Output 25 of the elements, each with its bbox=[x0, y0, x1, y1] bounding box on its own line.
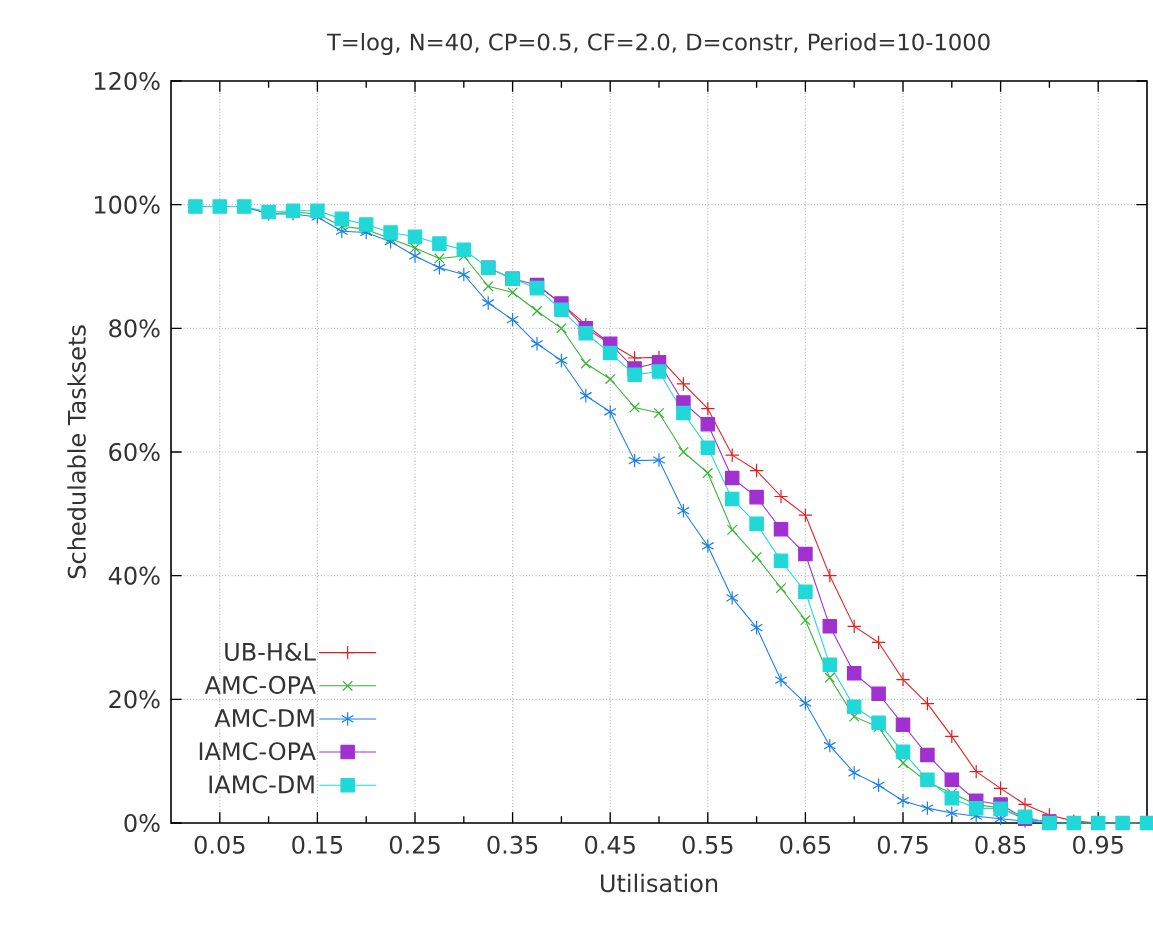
y-tick-label: 100% bbox=[94, 195, 160, 214]
y-tick-label: 20% bbox=[109, 690, 160, 709]
x-tick-label: 0.65 bbox=[780, 835, 831, 854]
x-tick-label: 0.05 bbox=[194, 835, 245, 854]
y-tick-label: 60% bbox=[109, 442, 160, 462]
x-tick-label: 0.95 bbox=[1073, 835, 1123, 854]
x-axis-title: Utilisation bbox=[601, 873, 718, 893]
x-tick-label: 0.55 bbox=[682, 835, 733, 854]
legend-label: AMC-OPA bbox=[204, 675, 316, 695]
legend-label: IAMC-DM bbox=[209, 775, 314, 794]
x-tick-label: 0.35 bbox=[487, 835, 538, 854]
y-tick-label: 80% bbox=[109, 319, 160, 338]
x-tick-label: 0.25 bbox=[389, 835, 440, 854]
y-tick-label: 120% bbox=[94, 71, 160, 91]
x-tick-label: 0.75 bbox=[877, 835, 928, 854]
chart-title: T=log, N=40, CP=0.5, CF=2.0, D=constr, Period=10-1000 bbox=[326, 33, 990, 55]
x-tick-label: 0.85 bbox=[975, 835, 1026, 854]
x-tick-label: 0.15 bbox=[292, 835, 343, 854]
y-tick-label: 0% bbox=[124, 813, 160, 833]
legend-label: AMC-DM bbox=[214, 709, 314, 728]
legend-label: IAMC-OPA bbox=[199, 742, 316, 761]
y-axis-title: Schedulable Tasksets bbox=[67, 325, 86, 579]
legend-label: UB-H&L bbox=[225, 642, 316, 661]
x-tick-label: 0.45 bbox=[585, 835, 635, 854]
y-tick-label: 40% bbox=[108, 566, 160, 585]
